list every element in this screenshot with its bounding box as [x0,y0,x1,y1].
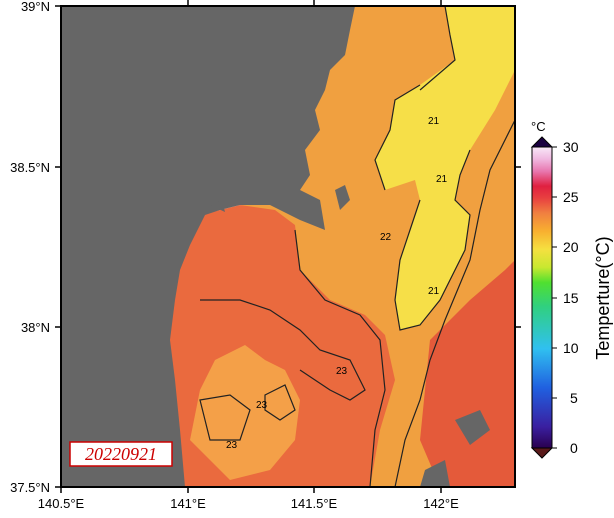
colorbar-title: Temperture(°C) [593,236,613,359]
contour-label: 23 [226,440,238,451]
contour-label: 21 [428,116,440,127]
contour-label: 21 [428,286,440,297]
lat-label: 38.5°N [10,160,50,175]
lon-label: 141°E [170,496,206,511]
colorbar-bottom-triangle [530,447,554,459]
lat-label: 38°N [21,320,50,335]
map-frame [60,5,516,488]
contours [199,6,515,487]
colorbar-unit: °C [531,119,546,134]
contour-label: 21 [436,174,448,185]
contour-label: 22 [380,232,392,243]
date-stamp: 20220921 [85,444,157,464]
contour-label: 23 [336,366,348,377]
tick-marks [55,0,521,493]
contour-label: 23 [256,400,268,411]
lon-label: 141.5°E [291,496,338,511]
colorbar-tick-label: 20 [563,239,579,255]
colorbar-top-triangle [530,136,554,148]
lon-label: 142°E [423,496,459,511]
lat-label: 37.5°N [10,480,50,495]
colorbar-tick-label: 25 [563,189,579,205]
colorbar-tick-label: 0 [570,440,578,456]
colorbar-tick-label: 5 [570,390,578,406]
land [61,6,355,487]
colorbar-tick-label: 30 [563,139,579,155]
map-area [61,6,515,487]
colorbar: 30 25 20 15 10 5 0 °C Temperture(°C) [530,119,613,459]
sea-yellow [375,6,515,330]
sea-red-east [420,260,515,487]
colorbar-ramp [531,146,553,449]
lat-label: 39°N [21,0,50,14]
colorbar-tick-label: 15 [563,290,579,306]
sea-light [190,345,300,480]
date-stamp-box [69,441,173,467]
colorbar-tick-label: 10 [563,340,579,356]
lon-label: 140.5°E [38,496,85,511]
